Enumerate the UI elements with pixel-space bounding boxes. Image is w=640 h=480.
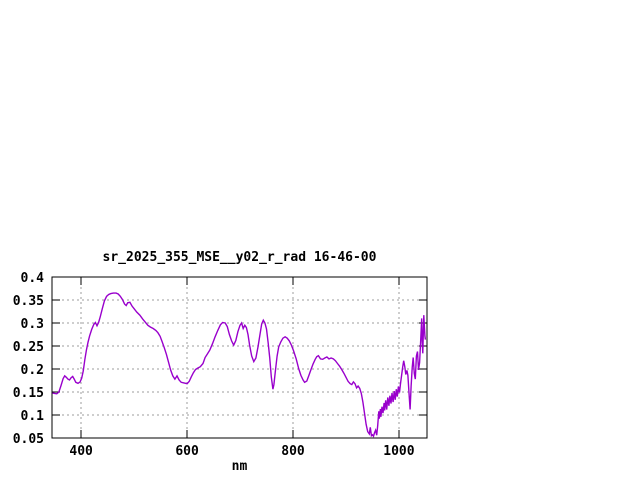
y-tick-label: 0.3: [21, 317, 44, 332]
plot-border: [51, 276, 428, 439]
x-tick-label: 400: [69, 444, 93, 459]
x-tick-label: 1000: [383, 444, 414, 459]
chart-title: sr_2025_355_MSE__y02_r_rad 16-46-00: [102, 250, 377, 265]
y-tick-label: 0.35: [13, 294, 44, 309]
x-tick-label: 600: [175, 444, 199, 459]
spectrum-line: [52, 292, 427, 438]
x-axis-label: nm: [231, 459, 248, 474]
y-tick-label: 0.4: [21, 271, 45, 286]
y-tick-label: 0.05: [13, 432, 44, 447]
y-tick-label: 0.1: [21, 409, 45, 424]
y-tick-label: 0.15: [13, 386, 44, 401]
y-tick-label: 0.25: [13, 340, 44, 355]
x-tick-label: 800: [281, 444, 305, 459]
y-tick-label: 0.2: [21, 363, 44, 378]
